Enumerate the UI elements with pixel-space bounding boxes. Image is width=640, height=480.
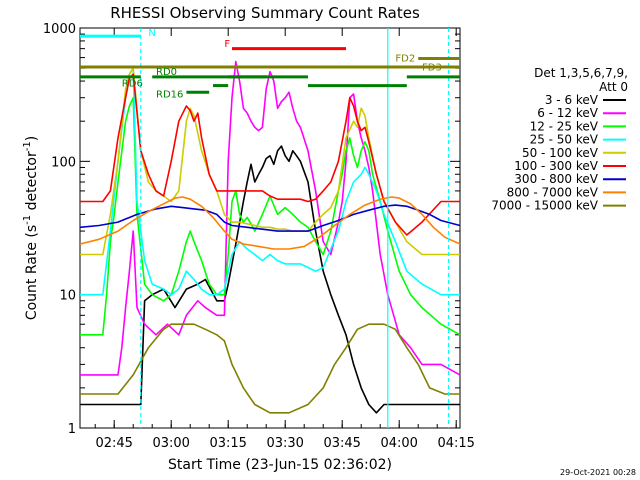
y-label-sup2: -1 (22, 141, 33, 151)
y-label-sup: -1 (22, 215, 33, 225)
legend-label: 7000 - 15000 keV (491, 199, 598, 213)
legend-att: Att 0 (599, 80, 628, 94)
flag-label-fd2: FD2 (395, 54, 415, 65)
flags-layer: N F FD2 FD3 RD6 RD0 RD16 (80, 28, 460, 428)
legend-header: Det 1,3,5,6,7,9, (534, 66, 628, 80)
series-line-12-25keV (80, 96, 461, 336)
legend-label: 25 - 50 keV (530, 133, 599, 147)
series-line-7000-15000keV (80, 323, 460, 414)
series-line-3-6keV (80, 145, 460, 414)
x-axis-label: Start Time (23-Jun-15 02:36:02) (168, 457, 392, 473)
series-layer (79, 60, 461, 414)
y-tick-label: 100 (51, 155, 76, 170)
series-line-50-100keV (80, 67, 460, 256)
flag-label-f: F (224, 39, 230, 50)
plot-frame (79, 27, 461, 429)
x-tick-label: 03:00 (152, 436, 189, 451)
x-tick-label: 03:15 (209, 436, 246, 451)
legend-label: 50 - 100 keV (522, 146, 599, 160)
footer-timestamp: 29-Oct-2021 00:28 (560, 468, 636, 477)
legend-label: 300 - 800 keV (514, 172, 598, 186)
y-tick-label: 1 (68, 422, 76, 437)
x-tick-label: 03:30 (266, 436, 303, 451)
legend-label: 3 - 6 keV (545, 93, 599, 107)
flag-label-rd0: RD0 (156, 67, 177, 78)
x-tick-label: 04:00 (380, 436, 417, 451)
x-tick-label: 04:15 (437, 436, 474, 451)
y-tick-label: 1000 (43, 22, 76, 37)
y-axis-label: Count Rate (s-1 detector-1) (22, 136, 40, 320)
series-line-300-800keV (79, 204, 461, 232)
legend-label: 800 - 7000 keV (507, 185, 599, 199)
legend-label: 12 - 25 keV (530, 119, 599, 133)
legend-label: 100 - 300 keV (514, 159, 598, 173)
chart-title: RHESSI Observing Summary Count Rates (110, 4, 420, 22)
x-axis-ticks: 02:45 03:00 03:15 03:30 03:45 04:00 04:15 (94, 28, 475, 451)
series-line-800-7000keV (79, 196, 461, 250)
flag-label-fd3: FD3 (422, 63, 442, 74)
legend-label: 6 - 12 keV (537, 106, 599, 120)
x-tick-label: 03:45 (323, 436, 360, 451)
y-label-close: ) (24, 136, 40, 141)
y-label-rest: detector (24, 151, 40, 215)
flag-label-n: N (148, 28, 155, 39)
x-tick-label: 02:45 (95, 436, 132, 451)
y-tick-label: 10 (59, 289, 76, 304)
flag-label-rd6: RD6 (122, 78, 143, 89)
series-line-100-300keV (80, 73, 460, 236)
flag-label-rd16: RD16 (156, 90, 183, 101)
y-label-main: Count Rate (s (24, 225, 40, 320)
